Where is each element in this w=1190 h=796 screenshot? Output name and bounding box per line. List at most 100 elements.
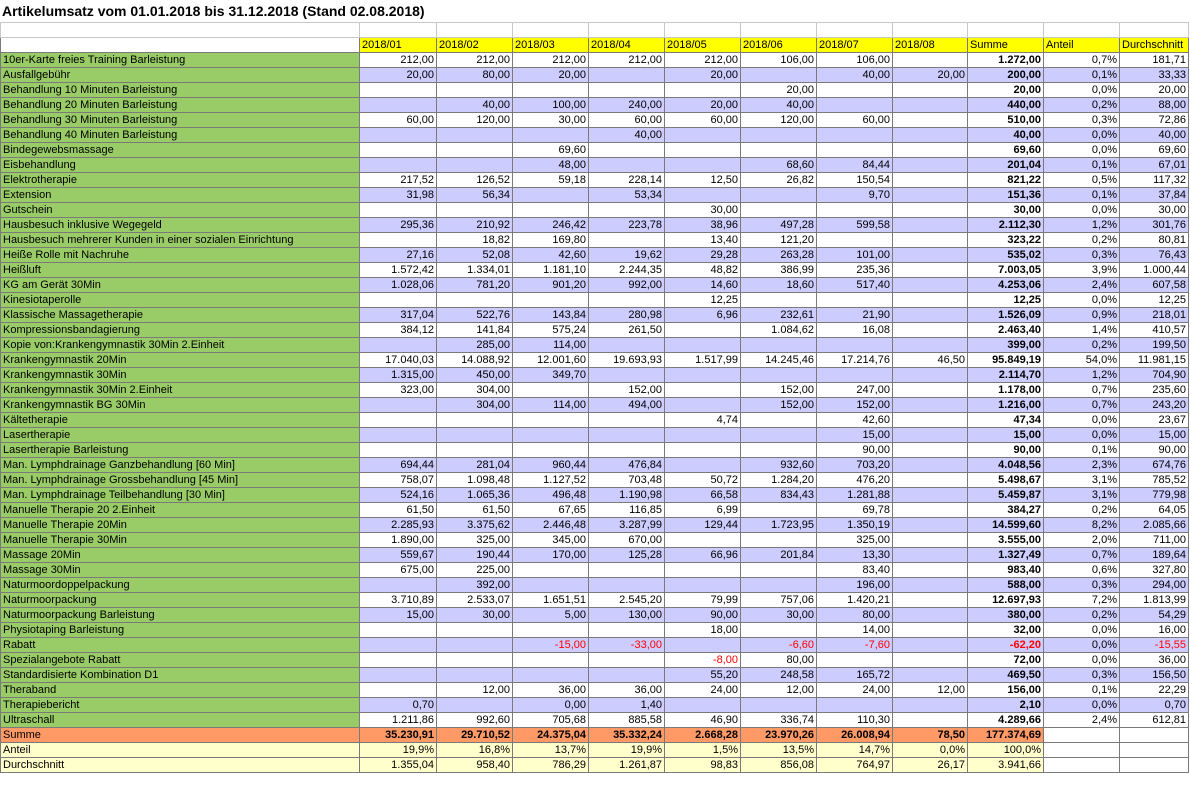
article-name-cell[interactable]: Behandlung 10 Minuten Barleistung — [0, 82, 360, 98]
month-value-cell[interactable]: 143,84 — [512, 307, 589, 323]
share-cell[interactable]: 0,0% — [1043, 142, 1120, 158]
month-value-cell[interactable] — [892, 247, 968, 263]
article-name-cell[interactable]: Massage 30Min — [0, 562, 360, 578]
share-cell[interactable]: 0,0% — [1043, 82, 1120, 98]
month-value-cell[interactable] — [359, 142, 437, 158]
month-value-cell[interactable]: 4,74 — [664, 412, 741, 428]
share-cell[interactable]: 0,2% — [1043, 502, 1120, 518]
month-value-cell[interactable]: 1,40 — [588, 697, 665, 713]
sum-cell[interactable]: 95.849,19 — [967, 352, 1044, 368]
month-value-cell[interactable] — [892, 427, 968, 443]
share-cell[interactable]: 0,1% — [1043, 67, 1120, 83]
month-value-cell[interactable] — [588, 67, 665, 83]
month-value-cell[interactable] — [892, 622, 968, 638]
sum-cell[interactable]: 12.697,93 — [967, 592, 1044, 608]
month-value-cell[interactable] — [892, 607, 968, 623]
share-cell[interactable]: 2,0% — [1043, 532, 1120, 548]
month-value-cell[interactable]: 476,84 — [588, 457, 665, 473]
share-cell[interactable]: 0,7% — [1043, 52, 1120, 68]
month-value-cell[interactable] — [892, 217, 968, 233]
month-value-cell[interactable] — [588, 232, 665, 248]
month-value-cell[interactable]: 50,72 — [664, 472, 741, 488]
month-value-cell[interactable]: 30,00 — [436, 607, 513, 623]
footer-value-cell[interactable]: 764,97 — [816, 757, 893, 773]
month-value-cell[interactable] — [359, 397, 437, 413]
month-value-cell[interactable]: 129,44 — [664, 517, 741, 533]
month-value-cell[interactable] — [816, 142, 893, 158]
month-value-cell[interactable]: 190,44 — [436, 547, 513, 563]
month-value-cell[interactable] — [892, 82, 968, 98]
sum-cell[interactable]: 983,40 — [967, 562, 1044, 578]
month-value-cell[interactable] — [892, 127, 968, 143]
column-header[interactable]: 2018/05 — [664, 37, 741, 53]
month-value-cell[interactable]: 60,00 — [664, 112, 741, 128]
average-cell[interactable]: 189,64 — [1119, 547, 1189, 563]
article-name-cell[interactable]: Standardisierte Kombination D1 — [0, 667, 360, 683]
blank-cell[interactable] — [436, 22, 513, 38]
month-value-cell[interactable]: 52,08 — [436, 247, 513, 263]
month-value-cell[interactable]: 524,16 — [359, 487, 437, 503]
footer-value-cell[interactable]: 2.668,28 — [664, 727, 741, 743]
month-value-cell[interactable]: 19,62 — [588, 247, 665, 263]
month-value-cell[interactable]: 12,00 — [892, 682, 968, 698]
month-value-cell[interactable]: 325,00 — [816, 532, 893, 548]
month-value-cell[interactable] — [664, 322, 741, 338]
month-value-cell[interactable] — [588, 442, 665, 458]
month-value-cell[interactable] — [664, 697, 741, 713]
month-value-cell[interactable] — [436, 127, 513, 143]
month-value-cell[interactable] — [359, 682, 437, 698]
sum-cell[interactable]: 15,00 — [967, 427, 1044, 443]
article-name-cell[interactable]: KG am Gerät 30Min — [0, 277, 360, 293]
sum-cell[interactable]: 1.526,09 — [967, 307, 1044, 323]
month-value-cell[interactable] — [892, 472, 968, 488]
month-value-cell[interactable]: 110,30 — [816, 712, 893, 728]
month-value-cell[interactable]: 130,00 — [588, 607, 665, 623]
blank-cell[interactable] — [512, 22, 589, 38]
month-value-cell[interactable] — [512, 667, 589, 683]
article-name-cell[interactable]: Naturmoorpackung — [0, 592, 360, 608]
article-name-cell[interactable]: Manuelle Therapie 20Min — [0, 517, 360, 533]
month-value-cell[interactable]: 210,92 — [436, 217, 513, 233]
month-value-cell[interactable]: 21,90 — [816, 307, 893, 323]
article-name-cell[interactable]: Krankengymnastik 30Min 2.Einheit — [0, 382, 360, 398]
average-cell[interactable]: 117,32 — [1119, 172, 1189, 188]
month-value-cell[interactable] — [892, 262, 968, 278]
month-value-cell[interactable]: 494,00 — [588, 397, 665, 413]
sum-cell[interactable]: 510,00 — [967, 112, 1044, 128]
month-value-cell[interactable]: 36,00 — [588, 682, 665, 698]
month-value-cell[interactable]: 80,00 — [436, 67, 513, 83]
month-value-cell[interactable]: 1.723,95 — [740, 517, 817, 533]
month-value-cell[interactable] — [740, 697, 817, 713]
average-cell[interactable]: 607,58 — [1119, 277, 1189, 293]
month-value-cell[interactable]: 212,00 — [512, 52, 589, 68]
share-cell[interactable]: 0,3% — [1043, 667, 1120, 683]
month-value-cell[interactable] — [359, 427, 437, 443]
month-value-cell[interactable] — [436, 427, 513, 443]
month-value-cell[interactable]: 235,36 — [816, 262, 893, 278]
month-value-cell[interactable] — [512, 622, 589, 638]
sum-cell[interactable]: 30,00 — [967, 202, 1044, 218]
month-value-cell[interactable]: 1.211,86 — [359, 712, 437, 728]
share-cell[interactable]: 0,3% — [1043, 247, 1120, 263]
month-value-cell[interactable] — [816, 232, 893, 248]
month-value-cell[interactable]: 295,36 — [359, 217, 437, 233]
share-cell[interactable]: 0,7% — [1043, 382, 1120, 398]
month-value-cell[interactable]: 60,00 — [588, 112, 665, 128]
month-value-cell[interactable] — [892, 172, 968, 188]
sum-cell[interactable]: 156,00 — [967, 682, 1044, 698]
article-name-cell[interactable]: Bindegewebsmassage — [0, 142, 360, 158]
sum-cell[interactable]: 535,02 — [967, 247, 1044, 263]
sum-cell[interactable]: 3.555,00 — [967, 532, 1044, 548]
footer-value-cell[interactable]: 786,29 — [512, 757, 589, 773]
month-value-cell[interactable]: 16,08 — [816, 322, 893, 338]
month-value-cell[interactable]: 121,20 — [740, 232, 817, 248]
month-value-cell[interactable]: 281,04 — [436, 457, 513, 473]
month-value-cell[interactable] — [588, 652, 665, 668]
month-value-cell[interactable]: -33,00 — [588, 637, 665, 653]
month-value-cell[interactable]: 263,28 — [740, 247, 817, 263]
month-value-cell[interactable] — [512, 562, 589, 578]
average-cell[interactable]: 235,60 — [1119, 382, 1189, 398]
month-value-cell[interactable]: 90,00 — [664, 607, 741, 623]
month-value-cell[interactable]: 46,90 — [664, 712, 741, 728]
month-value-cell[interactable] — [588, 577, 665, 593]
